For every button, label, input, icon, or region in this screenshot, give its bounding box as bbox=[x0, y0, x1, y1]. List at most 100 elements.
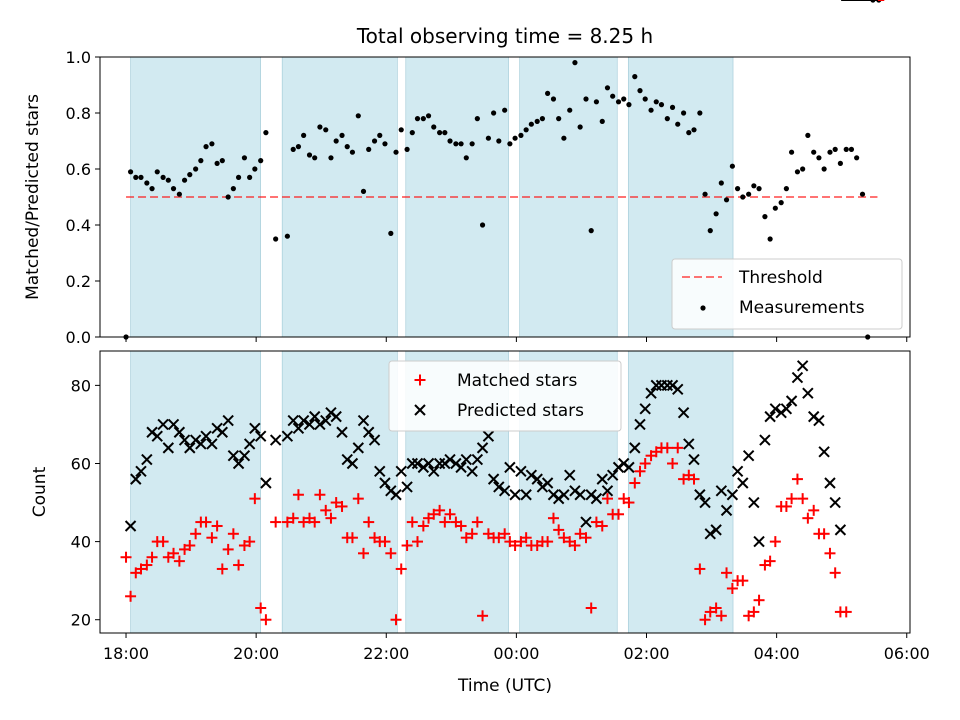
bottom-axis-ticks: 20 40 60 80 18:00 20:00 22:00 00:00 02:00 04:00 06… bbox=[71, 376, 930, 663]
measurement-point bbox=[317, 124, 323, 130]
matched-point bbox=[249, 493, 261, 505]
x-stroke-b bbox=[303, 418, 316, 431]
predicted-point bbox=[645, 387, 657, 399]
x-stroke-b bbox=[232, 457, 245, 470]
matched-point bbox=[542, 536, 554, 548]
matched-point bbox=[406, 516, 418, 528]
matched-point bbox=[411, 536, 423, 548]
measurement-point bbox=[160, 174, 166, 180]
matched-point bbox=[553, 524, 565, 536]
matched-point bbox=[699, 614, 711, 626]
measurement-point bbox=[404, 146, 410, 152]
x-stroke-b bbox=[596, 473, 608, 485]
bottom-legend: Matched stars Predicted stars bbox=[388, 360, 622, 432]
measurement-point bbox=[572, 60, 578, 66]
predicted-point bbox=[791, 371, 804, 384]
matched-point bbox=[569, 540, 581, 552]
matched-point bbox=[634, 465, 646, 477]
predicted-stars-points bbox=[124, 0, 878, 548]
x-stroke-b bbox=[227, 449, 240, 462]
predicted-point bbox=[460, 453, 472, 466]
matched-point bbox=[596, 520, 608, 532]
x-stroke-b bbox=[791, 371, 804, 384]
predicted-point bbox=[216, 426, 229, 438]
predicted-point bbox=[824, 477, 836, 489]
measurement-point bbox=[420, 116, 426, 122]
predicted-point bbox=[151, 430, 163, 442]
measurement-point bbox=[485, 135, 492, 141]
x-stroke-b bbox=[574, 489, 586, 501]
measurement-point bbox=[615, 99, 622, 105]
predicted-point bbox=[769, 403, 782, 415]
x-stroke-b bbox=[623, 461, 635, 474]
measurement-point bbox=[398, 127, 404, 133]
measurement-point bbox=[241, 155, 248, 161]
measurement-point bbox=[718, 180, 724, 186]
x-stroke-b bbox=[428, 465, 440, 478]
predicted-point bbox=[303, 418, 316, 431]
x-stroke-b bbox=[330, 410, 342, 423]
matched-point bbox=[509, 540, 521, 552]
measurement-point bbox=[247, 174, 253, 180]
x-stroke-b bbox=[352, 442, 364, 454]
matched-point bbox=[357, 547, 369, 559]
predicted-point bbox=[742, 449, 755, 462]
measurement-point bbox=[653, 99, 659, 105]
x-stroke-b bbox=[742, 449, 755, 462]
predicted-point bbox=[269, 434, 282, 446]
measurement-point bbox=[512, 135, 518, 141]
x-stroke-b bbox=[710, 524, 722, 536]
matched-point bbox=[802, 512, 814, 524]
y-tick-label: 0.2 bbox=[66, 272, 91, 291]
x-stroke-b bbox=[498, 485, 511, 497]
x-stroke-b bbox=[238, 449, 251, 462]
x-stroke-b bbox=[466, 465, 478, 478]
matched-point bbox=[710, 602, 722, 614]
measurement-point bbox=[388, 230, 394, 236]
x-stroke-b bbox=[753, 535, 765, 548]
y-tick-label: 1.0 bbox=[66, 48, 91, 67]
measurement-point bbox=[788, 149, 795, 155]
x-stroke-b bbox=[320, 414, 332, 427]
x-stroke-b bbox=[525, 469, 538, 481]
x-stroke-b bbox=[357, 414, 370, 427]
predicted-point bbox=[178, 434, 191, 446]
measurement-point bbox=[360, 188, 367, 194]
x-stroke-b bbox=[401, 481, 413, 493]
measurement-point bbox=[746, 191, 752, 197]
x-stroke-b bbox=[731, 465, 744, 478]
measurement-point bbox=[686, 130, 692, 136]
matched-point bbox=[336, 500, 348, 512]
measurement-point bbox=[431, 124, 437, 130]
measurement-point bbox=[794, 169, 801, 175]
x-stroke-b bbox=[672, 383, 684, 395]
x-tick-label: 04:00 bbox=[754, 644, 800, 663]
measurement-point bbox=[593, 99, 600, 105]
predicted-point bbox=[710, 524, 722, 536]
measurement-point bbox=[762, 214, 768, 220]
x-stroke-b bbox=[292, 422, 305, 435]
matched-point bbox=[460, 532, 472, 544]
predicted-point bbox=[260, 477, 272, 489]
measurement-point bbox=[214, 160, 220, 166]
top-axes-frame bbox=[99, 56, 911, 338]
matched-point bbox=[726, 582, 738, 594]
x-stroke-b bbox=[834, 524, 847, 536]
matched-point bbox=[661, 442, 673, 454]
measurement-point bbox=[832, 146, 838, 152]
measurement-point bbox=[339, 132, 345, 138]
predicted-point bbox=[748, 496, 760, 509]
matched-stars-points bbox=[120, 0, 885, 626]
matched-point bbox=[672, 442, 684, 454]
x-stroke-b bbox=[368, 434, 381, 446]
legend-measurements-swatch bbox=[700, 305, 706, 311]
x-tick-label: 22:00 bbox=[363, 644, 409, 663]
matched-point bbox=[330, 497, 342, 509]
matched-point bbox=[629, 477, 641, 489]
predicted-point bbox=[314, 418, 326, 431]
x-stroke-b bbox=[726, 489, 739, 501]
predicted-point bbox=[238, 449, 251, 462]
predicted-point bbox=[531, 473, 543, 485]
measurement-point bbox=[567, 107, 573, 113]
measurement-point bbox=[837, 160, 843, 166]
